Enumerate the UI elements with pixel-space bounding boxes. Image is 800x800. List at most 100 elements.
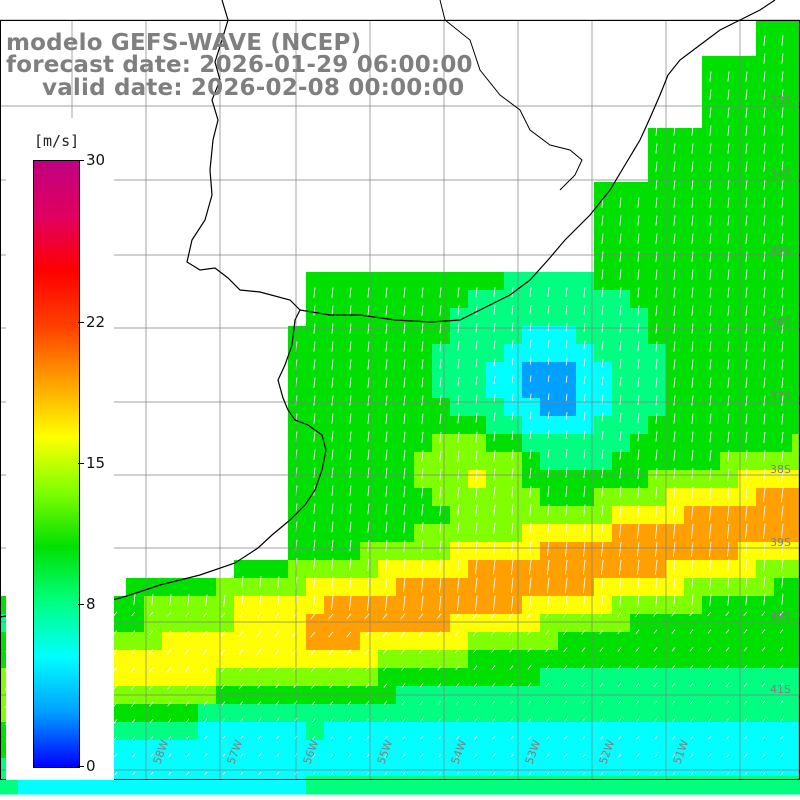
wind-arrow <box>204 735 208 740</box>
wind-arrow <box>781 431 784 444</box>
wind-speed-cell <box>324 362 343 381</box>
wind-speed-cell <box>324 326 343 345</box>
wind-speed-cell <box>180 614 199 633</box>
wind-speed-cell <box>648 470 667 489</box>
wind-arrow <box>349 503 352 515</box>
wind-arrow <box>456 718 460 722</box>
wind-speed-cell <box>504 704 523 723</box>
wind-arrow <box>438 577 442 593</box>
wind-speed-cell <box>162 740 181 759</box>
wind-speed-cell <box>360 560 379 579</box>
wind-speed-cell <box>342 722 361 741</box>
wind-speed-cell <box>378 596 397 615</box>
wind-speed-cell <box>486 326 505 345</box>
wind-arrow <box>727 559 730 574</box>
wind-arrow <box>708 541 712 557</box>
wind-arrow <box>691 269 694 280</box>
wind-speed-cell <box>594 308 613 327</box>
wind-arrow <box>508 613 514 619</box>
wind-speed-cell <box>612 596 631 615</box>
wind-arrow <box>691 505 694 521</box>
wind-arrow <box>709 125 712 136</box>
wind-arrow <box>313 287 316 298</box>
wind-arrow <box>184 684 190 690</box>
wind-speed-cell <box>486 308 505 327</box>
wind-speed-cell <box>396 704 415 723</box>
wind-arrow <box>529 287 532 298</box>
wind-speed-cell <box>360 362 379 381</box>
wind-arrow <box>709 559 712 574</box>
wind-arrow <box>781 593 784 605</box>
wind-speed-cell <box>486 632 505 651</box>
wind-speed-cell <box>522 398 541 417</box>
wind-arrow <box>601 358 604 368</box>
wind-arrow <box>457 305 460 316</box>
wind-speed-cell <box>486 578 505 597</box>
wind-speed-cell <box>774 110 793 129</box>
wind-arrow <box>365 683 370 688</box>
wind-arrow <box>761 682 766 687</box>
wind-arrow <box>382 613 388 620</box>
wind-speed-cell <box>738 488 757 507</box>
colorbar-unit-label: [m/s] <box>34 132 80 150</box>
wind-arrow <box>546 559 550 575</box>
wind-arrow <box>186 735 190 740</box>
wind-speed-cell <box>288 434 307 453</box>
wind-arrow <box>583 430 586 440</box>
wind-arrow <box>349 539 352 552</box>
wind-arrow <box>637 505 640 519</box>
latitude-label: 38S <box>770 463 791 476</box>
wind-arrow <box>490 613 496 620</box>
wind-speed-cell <box>720 416 739 435</box>
wind-speed-cell <box>756 650 775 669</box>
wind-speed-cell <box>486 596 505 615</box>
wind-speed-cell <box>558 704 577 723</box>
wind-arrow <box>385 558 388 572</box>
wind-arrow <box>601 233 604 244</box>
wind-arrow <box>166 684 172 690</box>
wind-arrow <box>671 647 676 652</box>
wind-arrow <box>655 413 658 424</box>
wind-speed-cell <box>288 452 307 471</box>
title-valid-date: valid date: 2026-02-08 00:00:00 <box>42 75 465 101</box>
wind-arrow <box>400 648 406 655</box>
wind-speed-cell <box>144 722 163 741</box>
wind-arrow <box>385 485 388 497</box>
wind-arrow <box>564 559 568 575</box>
wind-speed-cell <box>414 488 433 507</box>
wind-arrow <box>691 559 694 575</box>
wind-speed-cell <box>396 398 415 417</box>
wind-arrow <box>781 35 784 46</box>
wind-arrow <box>601 595 604 609</box>
wind-arrow <box>709 505 712 521</box>
wind-speed-cell <box>180 758 199 777</box>
wind-speed-cell <box>666 740 685 759</box>
wind-speed-cell <box>270 596 289 615</box>
wind-speed-cell <box>288 380 307 399</box>
wind-speed-cell <box>216 704 235 723</box>
wind-arrow <box>113 611 118 616</box>
wind-speed-cell <box>792 704 800 723</box>
wind-arrow <box>781 161 784 172</box>
wind-speed-cell <box>414 380 433 399</box>
wind-arrow <box>599 682 604 687</box>
wind-speed-cell <box>126 614 145 633</box>
wind-speed-cell <box>468 344 487 363</box>
wind-arrow <box>763 541 766 557</box>
wind-speed-cell <box>630 182 649 201</box>
wind-speed-cell <box>468 560 487 579</box>
wind-speed-cell <box>720 542 739 561</box>
wind-arrow <box>330 754 334 758</box>
wind-speed-cell <box>630 326 649 345</box>
wind-speed-cell <box>486 650 505 669</box>
wind-arrow <box>727 594 730 606</box>
wind-speed-cell <box>774 488 793 507</box>
wind-speed-cell <box>342 470 361 489</box>
wind-speed-cell <box>432 560 451 579</box>
wind-speed-cell <box>360 434 379 453</box>
wind-arrow <box>364 649 370 655</box>
wind-speed-cell <box>162 758 181 777</box>
wind-speed-cell <box>774 416 793 435</box>
wind-arrow <box>367 305 370 316</box>
colorbar-tick-label: 0 <box>86 757 96 775</box>
